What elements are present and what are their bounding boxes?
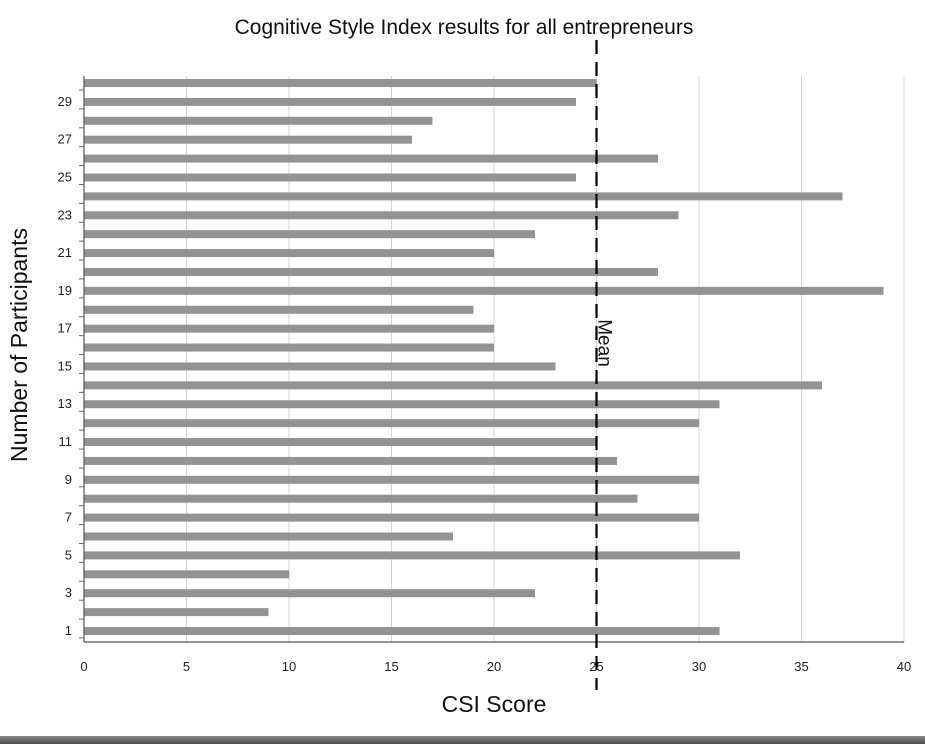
y-tick-label: 23 [58,207,72,222]
y-tick-label: 27 [58,132,72,147]
bar [84,192,843,201]
y-axis-label: Number of Participants [6,228,32,462]
bar [84,551,740,560]
bar [84,343,494,352]
bars [84,79,884,635]
bar [84,589,535,598]
bar [84,456,617,465]
y-tick-label: 19 [58,283,72,298]
bar [84,627,720,635]
bar [84,135,412,144]
x-tick-label: 40 [897,659,911,674]
bar [84,79,597,87]
bar [84,324,494,333]
x-tick-label: 30 [692,659,706,674]
bar [84,305,474,314]
mean-label: Mean [594,319,615,367]
bar [84,532,453,541]
bar [84,608,269,617]
bar [84,286,884,295]
x-tick-label: 15 [384,659,398,674]
bar [84,475,699,484]
x-tick-label: 20 [487,659,501,674]
mean-line-group: Mean [594,40,615,690]
bar [84,381,822,390]
bar [84,154,658,163]
y-tick-label: 11 [59,434,73,449]
bar [84,211,679,220]
y-tick-label: 9 [65,472,72,487]
y-tick-label: 5 [65,547,72,562]
bar [84,173,576,182]
x-tick-label: 10 [282,659,296,674]
y-tick-label: 3 [65,585,72,600]
bar [84,249,494,258]
y-tick-label: 1 [65,623,72,638]
bar [84,116,433,125]
bar [84,267,658,276]
bar [84,570,289,579]
bar [84,400,720,409]
bar [84,230,535,239]
x-tick-labels: 0510152025303540 [80,659,911,674]
bar [84,97,576,106]
y-tick-label: 29 [58,94,72,109]
bar [84,513,699,522]
x-axis-label: CSI Score [442,691,547,717]
bottom-border [0,736,925,744]
x-tick-label: 5 [183,659,190,674]
chart-title: Cognitive Style Index results for all en… [235,16,694,39]
y-tick-label: 21 [58,245,72,260]
axes [79,76,904,643]
bar [84,419,699,428]
y-tick-label: 7 [65,510,72,525]
y-tick-label: 17 [58,321,72,336]
bar [84,362,556,371]
y-tick-label: 15 [58,358,72,373]
y-tick-label: 25 [58,169,72,184]
x-tick-label: 35 [794,659,808,674]
y-tick-label: 13 [58,396,72,411]
x-tick-label: 0 [80,659,87,674]
bar [84,494,638,503]
bar [84,438,597,447]
